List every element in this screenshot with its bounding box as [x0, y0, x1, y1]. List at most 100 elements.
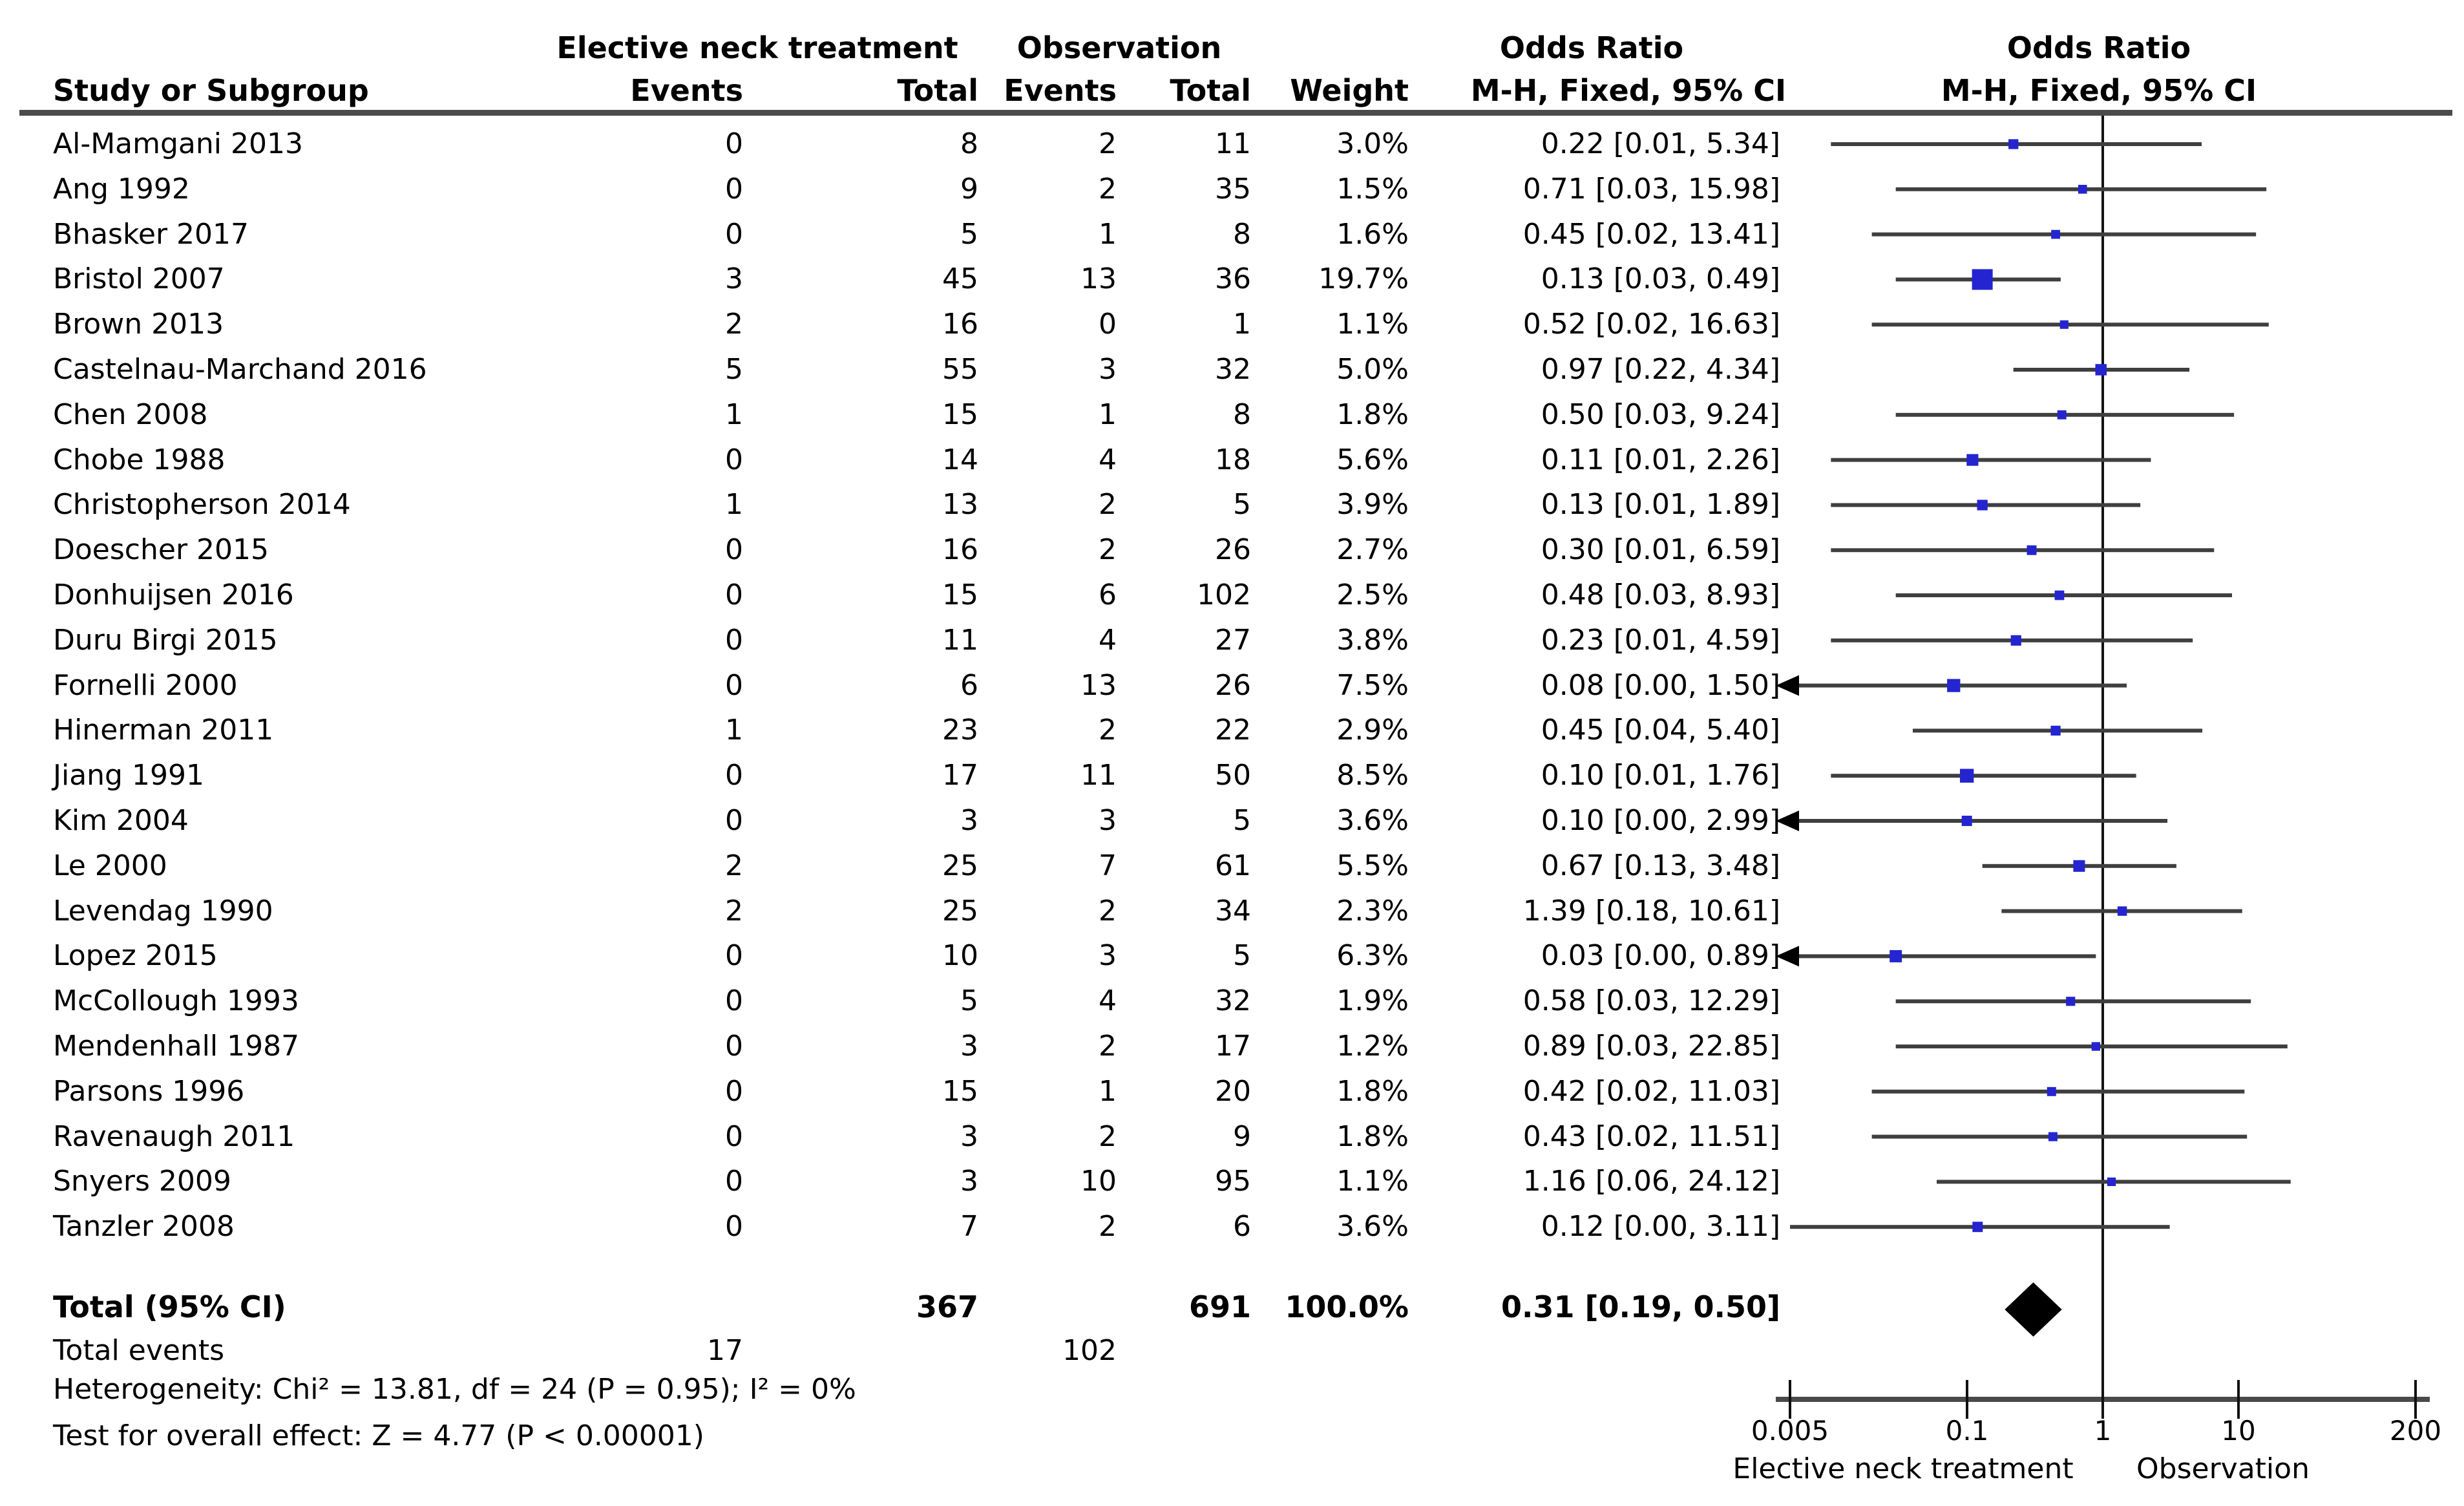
or-ci-cell: 0.10 [0.00, 2.99] — [1541, 804, 1780, 837]
treatment-total-cell: 6 — [960, 669, 978, 702]
effect-square — [1890, 949, 1902, 962]
weight-cell: 3.6% — [1336, 804, 1409, 837]
weight-cell: 1.8% — [1336, 1075, 1409, 1108]
observation-total-cell: 102 — [1197, 578, 1251, 611]
overall-effect-stats: Test for overall effect: Z = 4.77 (P < 0… — [53, 1419, 704, 1452]
treatment-events-cell: 0 — [725, 218, 743, 251]
study-name: Chobe 1988 — [53, 443, 226, 476]
plot-header-or-ci: M-H, Fixed, 95% CI — [1941, 73, 2257, 108]
study-name: Ang 1992 — [53, 173, 190, 206]
or-ci-cell: 0.12 [0.00, 3.11] — [1541, 1210, 1780, 1243]
ci-line — [1831, 142, 2202, 146]
ci-line — [1798, 683, 2127, 688]
observation-total-cell: 6 — [1233, 1210, 1251, 1243]
weight-cell: 1.5% — [1336, 173, 1409, 206]
observation-events-cell: 3 — [1099, 353, 1117, 386]
weight-cell: 2.5% — [1336, 578, 1409, 611]
effect-square — [2008, 139, 2019, 149]
treatment-events-cell: 0 — [725, 1120, 743, 1153]
weight-cell: 5.0% — [1336, 353, 1409, 386]
observation-events-cell: 2 — [1099, 895, 1117, 928]
treatment-total-cell: 16 — [942, 533, 978, 566]
ci-line — [1871, 232, 2257, 237]
treatment-events-cell: 0 — [725, 984, 743, 1017]
observation-total-cell: 20 — [1215, 1075, 1251, 1108]
axis-tick-label: 200 — [2389, 1415, 2442, 1447]
ci-line — [1831, 503, 2141, 507]
weight-cell: 3.8% — [1336, 624, 1409, 657]
study-name: Bhasker 2017 — [53, 218, 249, 251]
treatment-total-cell: 10 — [942, 939, 978, 972]
col-header-events-treatment: Events — [630, 73, 743, 108]
weight-cell: 1.1% — [1336, 308, 1409, 341]
weight-cell: 19.7% — [1318, 262, 1409, 295]
or-ci-cell: 0.58 [0.03, 12.29] — [1522, 984, 1780, 1017]
observation-events-cell: 2 — [1099, 533, 1117, 566]
treatment-total-cell: 17 — [942, 759, 978, 792]
observation-total-cell: 36 — [1215, 262, 1251, 295]
observation-events-cell: 2 — [1099, 127, 1117, 160]
treatment-events-cell: 0 — [725, 759, 743, 792]
study-name: Ravenaugh 2011 — [53, 1120, 295, 1153]
null-effect-line — [2101, 116, 2104, 1402]
weight-cell: 3.9% — [1336, 488, 1409, 521]
treatment-events-cell: 0 — [725, 669, 743, 702]
or-plot-title: Odds Ratio — [2006, 30, 2191, 65]
effect-square — [2051, 229, 2060, 239]
weight-cell: 1.8% — [1336, 398, 1409, 431]
effect-square — [1966, 454, 1979, 466]
study-name: Castelnau-Marchand 2016 — [53, 353, 427, 386]
ci-line — [1831, 458, 2151, 462]
treatment-events-cell: 2 — [725, 308, 743, 341]
treatment-events-cell: 0 — [725, 443, 743, 476]
ci-line — [1912, 728, 2203, 733]
effect-square — [1961, 816, 1972, 826]
or-ci-cell: 0.43 [0.02, 11.51] — [1522, 1120, 1780, 1153]
weight-cell: 2.3% — [1336, 895, 1409, 928]
axis-caption-right: Observation — [2136, 1452, 2310, 1485]
observation-total-cell: 11 — [1215, 127, 1251, 160]
or-ci-cell: 0.10 [0.01, 1.76] — [1541, 759, 1780, 792]
study-name: Levendag 1990 — [53, 895, 273, 928]
weight-cell: 5.6% — [1336, 443, 1409, 476]
observation-events-cell: 2 — [1099, 1120, 1117, 1153]
col-header-or-ci: M-H, Fixed, 95% CI — [1470, 73, 1787, 108]
study-name: McCollough 1993 — [53, 984, 299, 1017]
observation-events-cell: 4 — [1099, 624, 1117, 657]
or-ci-cell: 0.52 [0.02, 16.63] — [1522, 308, 1780, 341]
study-name: Brown 2013 — [53, 308, 224, 341]
total-or-ci: 0.31 [0.19, 0.50] — [1501, 1289, 1780, 1324]
col-header-study: Study or Subgroup — [53, 73, 369, 108]
observation-total-cell: 9 — [1233, 1120, 1251, 1153]
or-ci-cell: 0.48 [0.03, 8.93] — [1541, 578, 1780, 611]
weight-cell: 1.1% — [1336, 1165, 1409, 1198]
effect-square — [2048, 1132, 2058, 1141]
col-header-events-observation: Events — [1004, 73, 1117, 108]
or-ci-cell: 0.50 [0.03, 9.24] — [1541, 398, 1780, 431]
study-name: Fornelli 2000 — [53, 669, 238, 702]
or-ci-cell: 0.67 [0.13, 3.48] — [1541, 849, 1780, 882]
observation-events-cell: 3 — [1099, 939, 1117, 972]
treatment-events-cell: 0 — [725, 624, 743, 657]
weight-cell: 8.5% — [1336, 759, 1409, 792]
treatment-events-cell: 0 — [725, 1165, 743, 1198]
treatment-total-cell: 3 — [960, 1120, 978, 1153]
study-name: Tanzler 2008 — [53, 1210, 235, 1243]
treatment-total-cell: 15 — [942, 578, 978, 611]
or-ci-cell: 0.97 [0.22, 4.34] — [1541, 353, 1780, 386]
or-ci-cell: 0.23 [0.01, 4.59] — [1541, 624, 1780, 657]
effect-square — [2057, 410, 2067, 419]
weight-cell: 2.9% — [1336, 714, 1409, 747]
study-name: Snyers 2009 — [53, 1165, 231, 1198]
ci-line — [1895, 1045, 2288, 1048]
observation-total-cell: 35 — [1215, 173, 1251, 206]
treatment-total-cell: 3 — [960, 1030, 978, 1063]
treatment-events-cell: 0 — [725, 127, 743, 160]
effect-square — [2059, 320, 2069, 329]
observation-total-cell: 5 — [1233, 488, 1251, 521]
ci-line — [1790, 1225, 2170, 1229]
ci-line — [1895, 999, 2251, 1004]
treatment-total-cell: 15 — [942, 398, 978, 431]
treatment-events-cell: 3 — [725, 262, 743, 295]
or-ci-cell: 0.71 [0.03, 15.98] — [1522, 173, 1780, 206]
